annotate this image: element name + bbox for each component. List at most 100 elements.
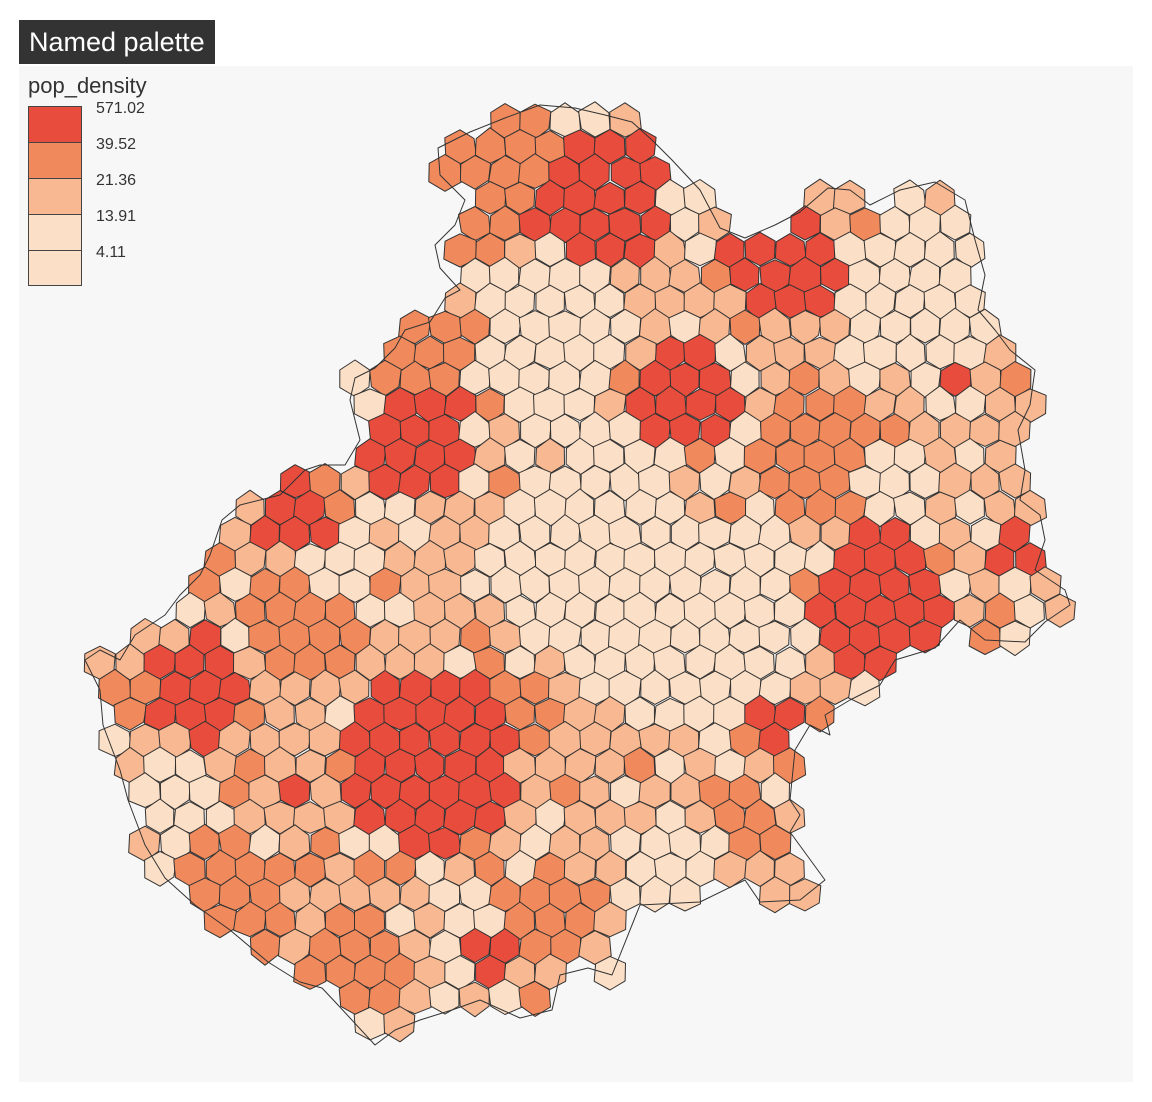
legend-item: 4.11: [28, 244, 147, 286]
legend-label: 13.91: [96, 208, 137, 225]
commune-region: [428, 826, 462, 860]
commune-region: [819, 671, 852, 705]
commune-region: [458, 981, 490, 1018]
commune-region: [744, 231, 776, 267]
commune-region: [428, 154, 462, 192]
commune-region: [925, 385, 957, 421]
commune-region: [578, 930, 612, 965]
commune-region: [218, 567, 252, 602]
legend-label: 571.02: [96, 100, 145, 117]
legend-item: 21.36: [28, 172, 147, 214]
commune-region: [233, 645, 267, 680]
commune-region: [338, 568, 372, 603]
legend-label: 21.36: [96, 172, 137, 189]
map-title: Named palette: [19, 20, 215, 64]
commune-region: [459, 154, 492, 190]
commune-region: [443, 385, 477, 422]
commune-region: [789, 878, 822, 912]
commune-region: [174, 644, 205, 679]
commune-region: [460, 569, 491, 602]
commune-region: [503, 901, 536, 940]
commune-region: [998, 463, 1032, 499]
commune-region: [728, 773, 762, 810]
commune-region: [563, 388, 595, 422]
commune-region: [578, 153, 610, 191]
commune-region: [893, 231, 926, 268]
commune-region: [488, 824, 522, 862]
commune-region: [443, 799, 477, 836]
commune-region: [790, 617, 821, 656]
legend-swatch: [28, 106, 82, 142]
commune-region: [295, 749, 327, 783]
legend-item: 13.91: [28, 208, 147, 250]
region-outline: [84, 104, 1071, 1046]
legend: pop_density 571.02 39.52 21.36 13.91 4.1…: [28, 72, 147, 286]
commune-region: [910, 361, 942, 398]
commune-region: [773, 697, 806, 731]
commune-region: [1029, 566, 1062, 602]
commune-region: [639, 875, 672, 913]
commune-region: [895, 333, 926, 373]
commune-region: [504, 645, 536, 680]
commune-region: [610, 308, 642, 344]
legend-swatch: [28, 214, 82, 250]
commune-region: [518, 928, 553, 966]
legend-item: 39.52: [28, 136, 147, 178]
legend-item: 571.02: [28, 100, 147, 142]
commune-region: [534, 231, 566, 267]
commune-region: [368, 463, 401, 500]
legend-swatch: [28, 142, 82, 178]
commune-region: [953, 594, 985, 628]
legend-label: 39.52: [96, 136, 137, 153]
commune-region: [383, 696, 417, 731]
commune-region: [459, 927, 492, 963]
commune-region: [443, 233, 477, 268]
commune-region: [773, 747, 807, 784]
commune-region: [910, 307, 941, 344]
commune-region: [203, 904, 237, 939]
commune-region: [998, 515, 1031, 553]
commune-region: [624, 180, 656, 215]
commune-region: [684, 232, 717, 267]
commune-region: [790, 205, 821, 241]
commune-region: [264, 901, 297, 937]
commune-region: [758, 620, 790, 655]
legend-label: 4.11: [96, 244, 126, 261]
commune-region: [428, 722, 460, 757]
commune-region: [443, 695, 475, 733]
commune-region: [355, 643, 387, 681]
commune-region: [774, 233, 807, 267]
commune-region: [594, 283, 625, 318]
commune-region: [368, 876, 401, 913]
commune-region: [908, 619, 942, 654]
commune-region: [549, 413, 582, 448]
commune-region: [340, 772, 372, 809]
commune-region: [293, 954, 327, 990]
commune-region: [144, 798, 175, 834]
commune-region: [128, 772, 161, 808]
commune-region: [398, 515, 432, 553]
commune-region: [625, 489, 657, 525]
commune-region: [1044, 593, 1076, 628]
legend-title: pop_density: [28, 73, 147, 98]
commune-region: [685, 388, 717, 421]
commune-region: [279, 877, 311, 913]
commune-region: [714, 333, 747, 372]
commune-region: [773, 591, 806, 628]
map-regions: [83, 101, 1076, 1046]
commune-region: [653, 230, 688, 269]
commune-region: [370, 773, 402, 810]
commune-region: [113, 697, 147, 731]
commune-region: [518, 980, 551, 1017]
legend-swatch: [28, 178, 82, 214]
commune-region: [593, 128, 626, 165]
commune-region: [939, 204, 972, 241]
commune-region: [999, 620, 1031, 657]
commune-region: [593, 901, 627, 938]
commune-region: [593, 955, 626, 991]
commune-region: [669, 618, 701, 654]
legend-swatch: [28, 250, 82, 286]
commune-region: [278, 824, 311, 862]
commune-region: [579, 775, 610, 809]
